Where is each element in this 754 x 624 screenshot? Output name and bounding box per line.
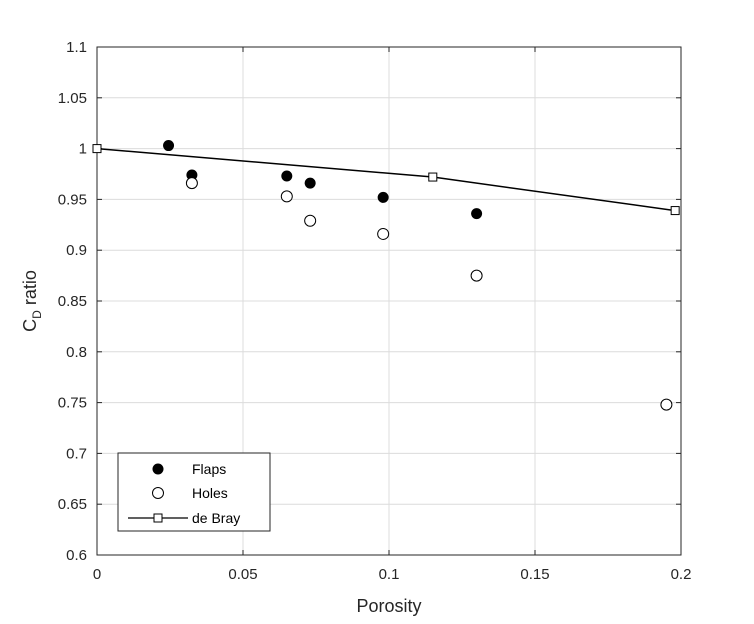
data-point-holes	[660, 398, 673, 411]
x-tick-label: 0.2	[671, 566, 692, 583]
y-tick-label: 0.7	[66, 445, 87, 462]
data-point-holes	[185, 177, 198, 190]
y-tick-labels: 0.6 0.65 0.7 0.75 0.8 0.85 0.9 0.95 1 1.05 1.1	[58, 39, 87, 564]
legend-marker-holes	[152, 487, 164, 499]
legend-label-flaps: Flaps	[192, 461, 226, 477]
y-tick-label: 0.65	[58, 496, 87, 513]
x-tick-label: 0.15	[520, 566, 549, 583]
y-axis-title-subscript: D	[30, 310, 44, 319]
data-point-de-bray	[670, 206, 680, 216]
y-axis-title: CD ratio	[20, 270, 44, 332]
data-point-de-bray	[428, 172, 438, 182]
data-point-holes	[377, 227, 390, 240]
x-tick-label: 0.05	[228, 566, 257, 583]
svg-text:CD ratio: CD ratio	[20, 270, 44, 332]
axis-ticks	[96, 46, 682, 556]
legend: Flaps Holes de Bray	[117, 452, 271, 532]
x-axis-title: Porosity	[356, 596, 421, 616]
y-tick-label: 1.1	[66, 39, 87, 56]
data-point-holes	[280, 190, 293, 203]
y-tick-label: 0.6	[66, 547, 87, 564]
y-axis-title-rest: ratio	[20, 270, 40, 310]
series-de-bray	[92, 144, 680, 216]
series-holes	[185, 177, 673, 411]
x-tick-labels: 0 0.05 0.1 0.15 0.2	[93, 566, 692, 583]
y-tick-label: 0.95	[58, 191, 87, 208]
data-point-flaps	[304, 177, 316, 189]
y-tick-label: 0.75	[58, 395, 87, 412]
legend-marker-flaps	[152, 463, 164, 475]
x-tick-label: 0.1	[379, 566, 400, 583]
data-point-holes	[304, 214, 317, 227]
legend-label-de-bray: de Bray	[192, 510, 240, 526]
data-point-de-bray	[92, 144, 102, 154]
y-tick-label: 0.8	[66, 344, 87, 361]
data-point-flaps	[281, 170, 293, 182]
y-tick-label: 1.05	[58, 90, 87, 107]
y-tick-label: 1	[79, 141, 87, 158]
legend-label-holes: Holes	[192, 485, 228, 501]
series-flaps	[163, 140, 483, 220]
y-tick-label: 0.9	[66, 242, 87, 259]
legend-marker-de-bray	[153, 513, 163, 523]
data-point-flaps	[377, 191, 389, 203]
data-point-flaps	[471, 208, 483, 220]
data-point-holes	[470, 269, 483, 282]
y-axis-title-main: C	[20, 319, 40, 332]
x-tick-label: 0	[93, 566, 101, 583]
y-tick-label: 0.85	[58, 293, 87, 310]
data-point-flaps	[163, 140, 175, 152]
data-point-flaps	[186, 169, 198, 181]
data-series	[92, 140, 680, 411]
